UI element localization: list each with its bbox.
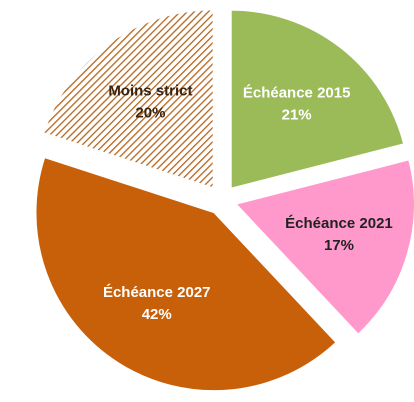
slice-value: 42% <box>142 306 172 323</box>
pie-slice <box>43 9 214 189</box>
slice-label: Moins strict <box>108 82 192 99</box>
pie-slice <box>35 157 337 392</box>
slice-value: 21% <box>282 107 312 124</box>
slice-label: Échéance 2021 <box>285 215 393 232</box>
slice-label: Échéance 2015 <box>243 85 351 102</box>
slice-value: 17% <box>324 237 354 254</box>
pie-slice <box>235 159 414 335</box>
slice-label: Échéance 2027 <box>103 284 211 301</box>
pie-slice <box>230 9 405 189</box>
slice-value: 20% <box>135 104 165 121</box>
